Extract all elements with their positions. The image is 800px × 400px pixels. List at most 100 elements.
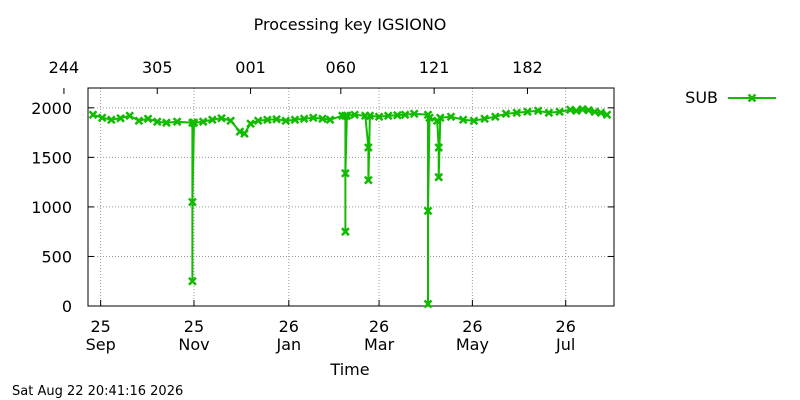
x-tick-day: 26 bbox=[369, 317, 389, 336]
x-tick-month: Sep bbox=[86, 335, 116, 354]
data-point bbox=[172, 117, 182, 127]
data-point bbox=[363, 143, 373, 152]
data-point bbox=[458, 115, 468, 125]
data-point bbox=[125, 111, 135, 121]
data-point bbox=[469, 116, 479, 126]
data-point bbox=[341, 168, 350, 178]
data-point bbox=[272, 114, 281, 124]
legend: SUB bbox=[685, 88, 776, 107]
data-point bbox=[162, 118, 171, 128]
data-point bbox=[480, 114, 490, 124]
top-tick-label: 121 bbox=[419, 58, 450, 77]
data-point bbox=[308, 113, 318, 123]
data-point bbox=[578, 104, 587, 114]
data-point bbox=[435, 113, 445, 123]
data-point bbox=[246, 119, 255, 129]
data-point bbox=[188, 276, 197, 286]
data-point bbox=[143, 114, 153, 124]
data-point bbox=[434, 143, 444, 152]
top-axis: 244 305 001 060 121 182 bbox=[49, 58, 543, 94]
data-point bbox=[400, 110, 410, 120]
data-point bbox=[363, 175, 373, 185]
data-point bbox=[572, 106, 581, 116]
chart-title: Processing key IGSIONO bbox=[254, 15, 447, 34]
data-point bbox=[434, 172, 444, 182]
x-tick-month: Nov bbox=[178, 335, 209, 354]
legend-marker bbox=[747, 93, 757, 103]
data-point bbox=[299, 114, 309, 124]
data-point bbox=[188, 197, 197, 207]
data-point bbox=[152, 117, 162, 127]
y-tick-label: 1000 bbox=[31, 198, 72, 217]
x-tick-month: Jul bbox=[555, 335, 575, 354]
data-point bbox=[423, 299, 433, 309]
data-point bbox=[106, 115, 116, 125]
y-tick-label: 2000 bbox=[31, 99, 72, 118]
data-point bbox=[747, 93, 757, 103]
data-point bbox=[342, 111, 352, 121]
data-point bbox=[318, 114, 327, 124]
data-point bbox=[565, 105, 575, 115]
x-tick-day: 26 bbox=[279, 317, 299, 336]
x-tick-month: Jan bbox=[275, 335, 301, 354]
data-point bbox=[596, 108, 606, 118]
x-tick-day: 25 bbox=[184, 317, 204, 336]
data-point bbox=[341, 227, 350, 237]
data-point bbox=[97, 113, 107, 123]
data-point bbox=[88, 110, 98, 120]
legend-label: SUB bbox=[685, 88, 718, 107]
data-point bbox=[490, 112, 500, 122]
data-point bbox=[217, 113, 226, 123]
data-point bbox=[446, 112, 456, 122]
data-point bbox=[533, 106, 543, 116]
y-tick-label: 0 bbox=[62, 297, 72, 316]
x-tick-day: 26 bbox=[556, 317, 576, 336]
data-point bbox=[584, 105, 594, 115]
data-point bbox=[235, 127, 245, 136]
plot-frame bbox=[87, 87, 615, 307]
y-tick-label: 1500 bbox=[31, 148, 72, 167]
footer-timestamp: Sat Aug 22 20:41:16 2026 bbox=[12, 384, 183, 399]
y-tick-label: 500 bbox=[41, 247, 72, 266]
data-point bbox=[207, 115, 217, 125]
data-point bbox=[374, 112, 384, 122]
data-point bbox=[393, 110, 402, 120]
x-tick-month: Mar bbox=[364, 335, 395, 354]
top-tick-label: 305 bbox=[142, 58, 173, 77]
data-point bbox=[365, 111, 375, 121]
data-point bbox=[555, 107, 564, 117]
top-tick-label: 001 bbox=[235, 58, 266, 77]
y-axis: 0 500 1000 1500 2000 bbox=[31, 99, 614, 316]
data-point bbox=[602, 110, 612, 120]
data-point bbox=[198, 117, 208, 127]
data-point bbox=[263, 115, 272, 125]
data-point bbox=[544, 108, 554, 118]
data-point bbox=[116, 113, 125, 123]
top-tick-label: 060 bbox=[326, 58, 357, 77]
data-point bbox=[501, 109, 511, 119]
data-point bbox=[512, 108, 522, 118]
data-point bbox=[409, 109, 419, 119]
data-point bbox=[350, 110, 359, 120]
data-point bbox=[325, 115, 335, 125]
series-layer bbox=[88, 104, 612, 309]
data-point bbox=[226, 116, 236, 126]
data-point bbox=[523, 107, 532, 117]
data-point bbox=[423, 206, 433, 216]
top-tick-label: 182 bbox=[512, 58, 543, 77]
data-point bbox=[240, 129, 249, 138]
data-point bbox=[134, 116, 144, 126]
data-point bbox=[590, 107, 600, 117]
data-point bbox=[281, 116, 291, 126]
data-point bbox=[383, 111, 393, 121]
x-axis-label: Time bbox=[329, 360, 369, 379]
data-point bbox=[189, 118, 199, 128]
data-point bbox=[253, 116, 263, 126]
x-tick-day: 26 bbox=[462, 317, 482, 336]
data-point bbox=[290, 115, 300, 125]
x-tick-month: May bbox=[456, 335, 489, 354]
top-tick-label: 244 bbox=[49, 58, 80, 77]
x-tick-day: 25 bbox=[90, 317, 110, 336]
